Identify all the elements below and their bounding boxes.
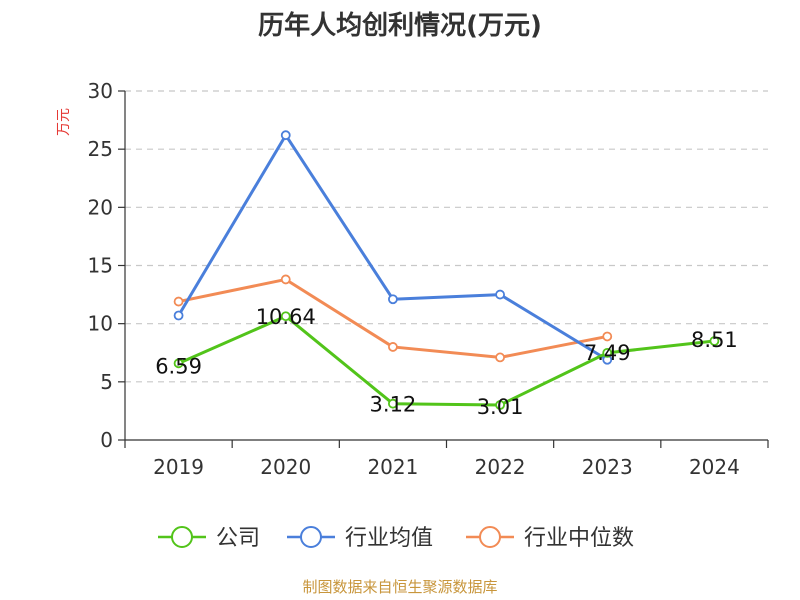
x-tick-label: 2020 [260, 455, 311, 479]
data-point [495, 352, 505, 363]
legend-label: 行业中位数 [524, 526, 634, 551]
data-label: 8.51 [691, 328, 738, 352]
data-point [280, 130, 291, 141]
data-point [709, 336, 720, 346]
y-tick-label: 0 [100, 428, 113, 452]
legend-label: 公司 [216, 526, 260, 551]
y-tick-label: 10 [88, 312, 113, 336]
data-label: 7.49 [584, 341, 631, 365]
legend-marker [300, 526, 322, 548]
data-point [280, 274, 291, 285]
legend-marker [171, 526, 193, 548]
gridlines [125, 90, 768, 383]
legend: 公司 行业均值 行业中位数 [158, 526, 634, 551]
data-point [602, 331, 613, 342]
data-point [173, 310, 184, 321]
legend-label: 行业均值 [345, 526, 433, 551]
data-point [388, 294, 398, 305]
y-tick-label: 20 [88, 195, 113, 219]
data-point [495, 400, 505, 410]
x-tick-label: 2022 [475, 455, 526, 479]
x-tick-label: 2019 [153, 455, 204, 479]
data-labels: 6.59 10.64 3.12 3.01 7.49 8.51 [155, 305, 738, 419]
series-line-1 [177, 133, 609, 362]
chart-title: 历年人均创利情况(万元) [258, 10, 542, 41]
data-label: 3.01 [477, 395, 524, 419]
y-tick-label: 15 [88, 254, 113, 278]
data-label: 6.59 [155, 354, 202, 378]
data-point [280, 311, 291, 322]
x-tick-label: 2023 [582, 455, 633, 479]
data-point [388, 342, 398, 352]
y-tick-label: 25 [88, 137, 113, 161]
y-tick-label: 30 [88, 79, 113, 103]
data-label: 3.12 [370, 393, 417, 417]
y-tick-label: 5 [100, 370, 113, 394]
series-line-0 [177, 314, 715, 407]
series-lines [173, 130, 720, 410]
data-point [495, 289, 505, 300]
legend-marker [479, 526, 501, 548]
y-axis-label: 万元 [56, 108, 72, 136]
data-point [602, 347, 613, 358]
data-point [388, 398, 398, 409]
source-note: 制图数据来自恒生聚源数据库 [302, 578, 497, 596]
data-point [173, 358, 184, 369]
x-tick-label: 2024 [689, 455, 740, 479]
axes: 0 5 10 15 20 25 30 2019 2020 2021 2022 2023 2024 [88, 79, 769, 479]
data-point [173, 296, 184, 307]
data-label: 10.64 [256, 305, 316, 329]
x-tick-label: 2021 [367, 455, 418, 479]
